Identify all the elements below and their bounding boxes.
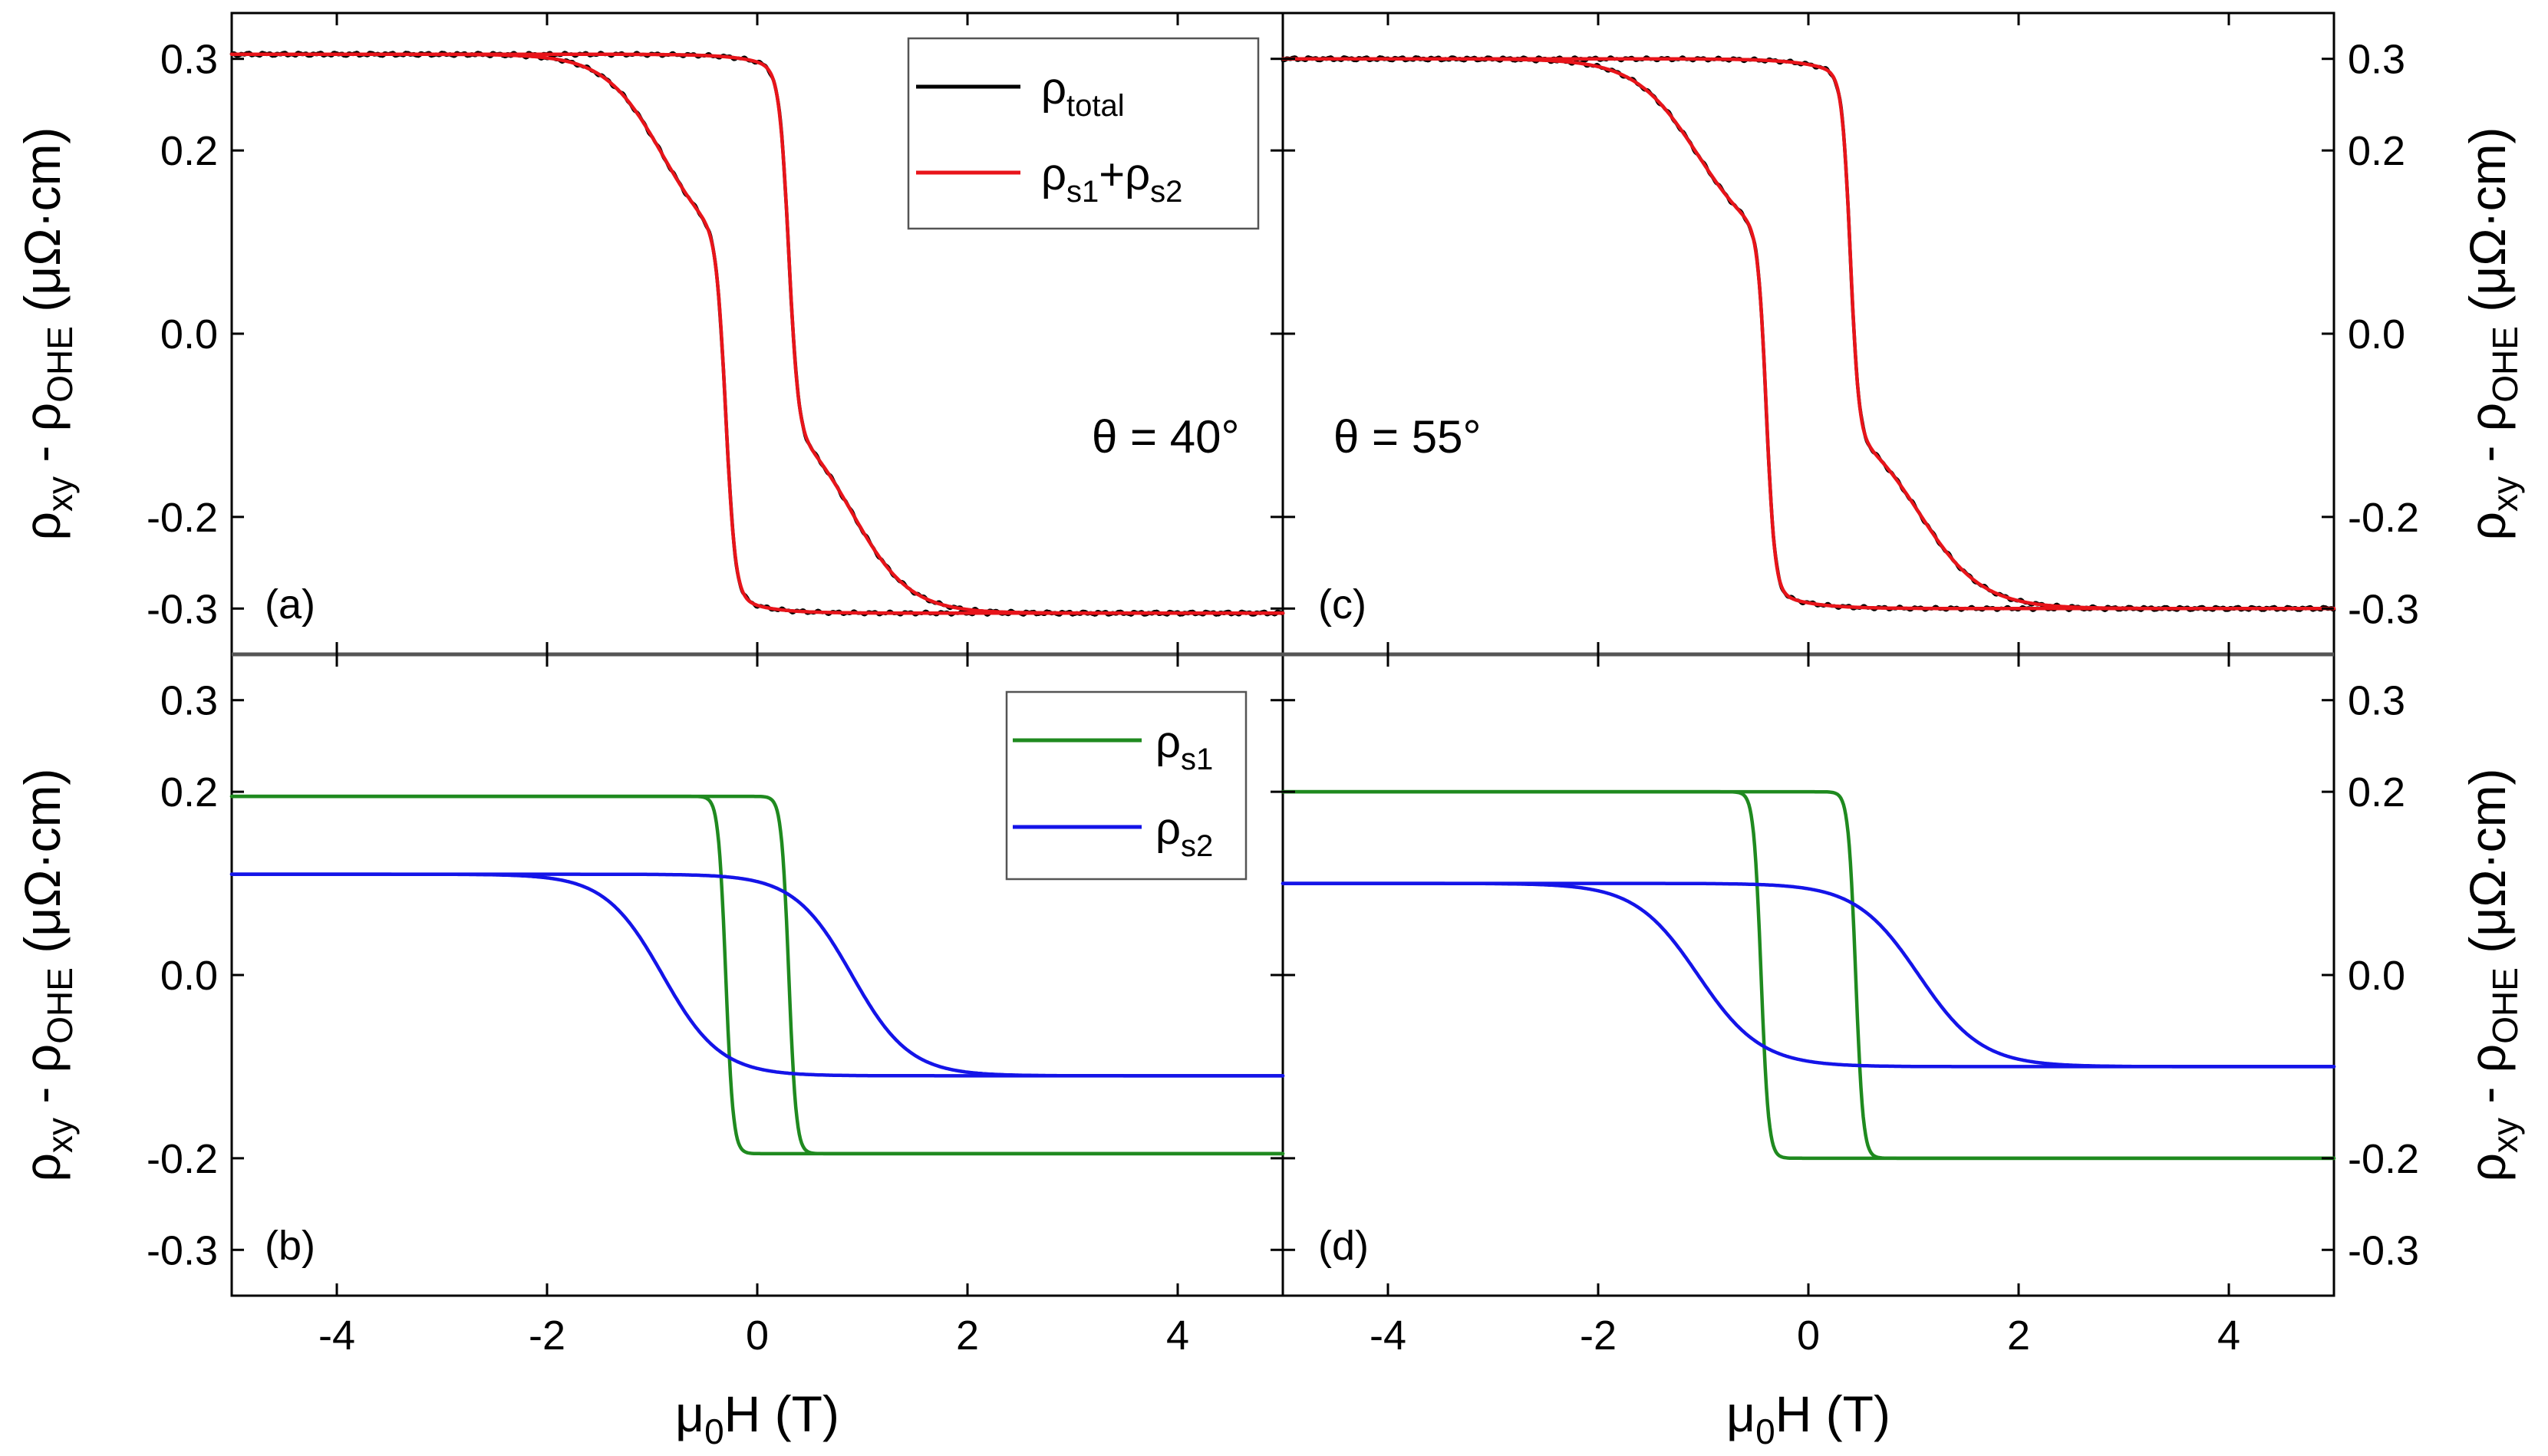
panel-c-ytick-label: 0.3: [2348, 37, 2405, 83]
panel-d-xtick-label: 0: [1797, 1313, 1820, 1359]
xlabel-right: μ0H (T): [1726, 1385, 1890, 1451]
ylabel-top-right: ρxy - ρOHE (μΩ·cm): [2459, 127, 2525, 540]
panel-d-xtick-label: -2: [1580, 1313, 1617, 1359]
panel-c-frame: [1281, 12, 2335, 656]
panel-a-ytick-label: 0.2: [160, 128, 218, 174]
legend-bottom: ρs1 ρs2: [1005, 690, 1248, 881]
panel-c-series-total-branch-down: [1281, 55, 2336, 612]
panel-d-series-s2-branch-up: [1281, 881, 2336, 1069]
panel-b-ytick-label: 0.3: [160, 678, 218, 724]
panel-b-ytick-label: 0.0: [160, 953, 218, 999]
ticks-layer: 0.3 0.2 0.0 -0.2 -0.3 0.3 0.2 0.0 -0.2 -0.3 -4 -2 0 2…: [147, 13, 2419, 1359]
legend-bottom-box: [1005, 690, 1248, 881]
panel-d-xtick-label: 4: [2217, 1313, 2240, 1359]
panel-d-series-s1-branch-down: [1281, 789, 2336, 1161]
panel-b-series-s2-branch-down: [229, 872, 1285, 1078]
panel-a-ytick-label: -0.3: [147, 586, 218, 632]
panel-label-d: (d): [1318, 1223, 1369, 1269]
panel-c-ytick-label: 0.2: [2348, 128, 2405, 174]
theta-annotation-a: θ = 40°: [1092, 411, 1239, 463]
panel-d-ytick-label: 0.3: [2348, 678, 2405, 724]
panel-d-series-s1-branch-up: [1281, 789, 2336, 1161]
panel-c-series-sum-branch-down: [1281, 57, 2336, 611]
panel-b-series-s2-branch-up: [229, 872, 1285, 1078]
panel-d-ytick-label: -0.2: [2348, 1136, 2419, 1182]
curves-layer: [229, 51, 2336, 1161]
panel-b-xtick-label: -2: [529, 1313, 565, 1359]
panel-b-xtick-label: 0: [746, 1313, 769, 1359]
ylabel-top-left: ρxy - ρOHE (μΩ·cm): [14, 127, 80, 540]
panel-b-ytick-label: 0.2: [160, 769, 218, 815]
panel-d-xtick-label: -4: [1370, 1313, 1406, 1359]
xlabel-left: μ0H (T): [675, 1385, 839, 1451]
legend-s2-label: ρs2: [1155, 804, 1213, 863]
panel-label-b: (b): [265, 1223, 315, 1269]
panel-c-series-total-branch-up: [1281, 55, 2336, 612]
panel-label-a: (a): [265, 581, 315, 628]
panel-c-ytick-label: -0.3: [2348, 586, 2419, 632]
panel-d-xtick-label: 2: [2007, 1313, 2030, 1359]
panel-b-ytick-label: -0.2: [147, 1136, 218, 1182]
panel-d-ytick-label: -0.3: [2348, 1227, 2419, 1273]
panel-d-series-s2-branch-down: [1281, 881, 2336, 1069]
panel-b-xtick-label: 2: [956, 1313, 979, 1359]
panel-label-c: (c): [1318, 581, 1366, 628]
panel-d-ytick-label: 0.2: [2348, 769, 2405, 815]
panel-b-series-s1-branch-up: [229, 794, 1285, 1156]
panel-b-ytick-label: -0.3: [147, 1227, 218, 1273]
legend-s1-label: ρs1: [1155, 717, 1213, 776]
panel-d-frame: [1281, 653, 2335, 1297]
legend-sum-label: ρs1+ρs2: [1041, 150, 1182, 209]
legend-top: ρtotal ρs1+ρs2: [907, 37, 1260, 230]
panel-c-series-sum-branch-up: [1281, 57, 2336, 611]
legend-total-label: ρtotal: [1041, 64, 1125, 123]
panel-a-series-sum-branch-up: [229, 52, 1285, 615]
panel-a-ytick-label: 0.0: [160, 311, 218, 357]
ylabel-bottom-left: ρxy - ρOHE (μΩ·cm): [14, 768, 80, 1181]
theta-annotation-c: θ = 55°: [1333, 411, 1481, 463]
panel-c-ytick-label: -0.2: [2348, 495, 2419, 541]
legend-top-box: [907, 37, 1260, 230]
panel-b-xtick-label: -4: [318, 1313, 355, 1359]
ylabel-bottom-right: ρxy - ρOHE (μΩ·cm): [2459, 768, 2525, 1181]
panel-a-ytick-label: -0.2: [147, 495, 218, 541]
panel-a-ytick-label: 0.3: [160, 37, 218, 83]
panel-d-ytick-label: 0.0: [2348, 953, 2405, 999]
panel-c-ytick-label: 0.0: [2348, 311, 2405, 357]
panel-b-xtick-label: 4: [1166, 1313, 1189, 1359]
